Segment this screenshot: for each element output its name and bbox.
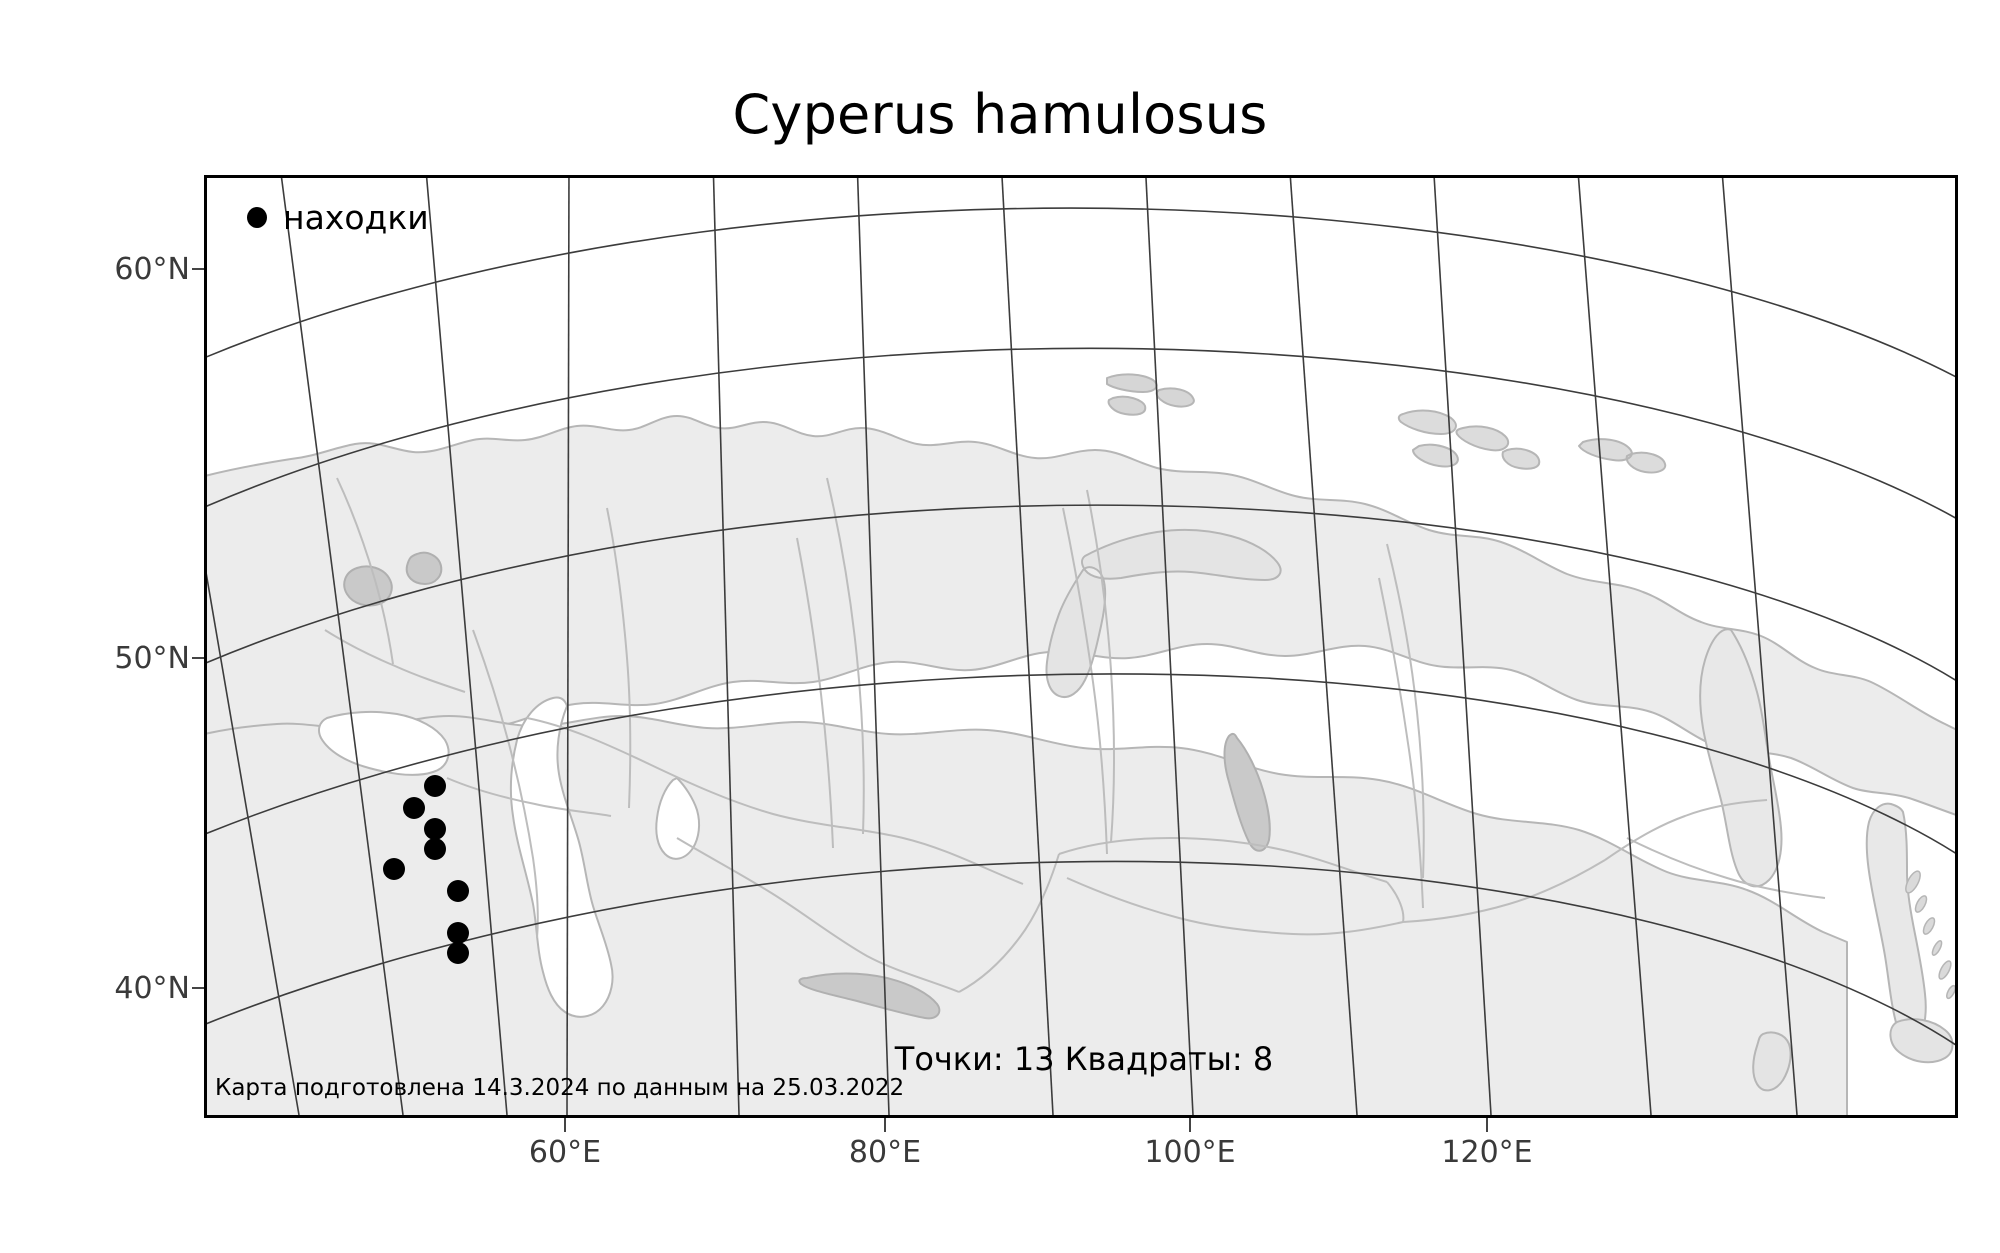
lat-label-40n: 40°N <box>114 971 190 1006</box>
hokkaido-island <box>1889 1018 1954 1064</box>
occurrence-points-layer <box>383 775 469 964</box>
occurrence-point <box>403 797 425 819</box>
lat-tick-60n <box>192 268 206 270</box>
lon-tick-120e <box>1486 1118 1488 1132</box>
lake-onega <box>405 551 443 585</box>
border-russia-kazakhstan <box>526 717 1024 885</box>
sakhalin-island <box>1865 802 1927 1042</box>
korea-peninsula <box>1752 1031 1792 1092</box>
southern-eurasia-landmass <box>207 715 1848 1115</box>
page-title: Cyperus hamulosus <box>732 83 1268 146</box>
border-mongolia-east <box>1386 881 1405 923</box>
meridian-90e <box>1001 178 1054 1115</box>
lon-tick-60e <box>564 1118 566 1132</box>
occurrence-point <box>447 880 469 902</box>
border-lena-river <box>1378 577 1424 909</box>
legend: находки <box>247 198 429 237</box>
occurrence-point <box>424 775 446 797</box>
parallel-40n <box>207 673 1955 854</box>
border-siberia-admin-1 <box>826 477 865 835</box>
prepared-note: Карта подготовлена 14.3.2024 по данным н… <box>215 1075 905 1101</box>
new-siberian-islands <box>1578 438 1667 474</box>
occurrence-point <box>424 818 446 840</box>
meridian-130e <box>1577 178 1652 1115</box>
map-canvas[interactable]: находки Точки: 13 Квадраты: 8 Карта подг… <box>204 175 1958 1118</box>
legend-label: находки <box>283 198 429 237</box>
lat-label-50n: 50°N <box>114 641 190 676</box>
parallel-50n <box>207 504 1955 681</box>
border-amur-river <box>1626 837 1826 899</box>
novaya-zemlya <box>1045 528 1282 698</box>
border-layer <box>324 477 1826 993</box>
lon-label-100e: 100°E <box>1144 1135 1236 1170</box>
graticule-meridians <box>207 178 1798 1115</box>
occurrence-point <box>447 942 469 964</box>
meridian-80e <box>856 178 890 1115</box>
border-russia-china-amur <box>1604 799 1768 861</box>
lon-label-80e: 80°E <box>848 1135 922 1170</box>
caspian-sea <box>509 696 614 1018</box>
landmass-layer <box>207 373 1955 1115</box>
lat-tick-50n <box>192 657 206 659</box>
map-graphic <box>207 178 1955 1115</box>
parallel-70n <box>207 207 1955 378</box>
franz-josef-land <box>1106 373 1195 416</box>
border-mongolia-south <box>1066 877 1404 936</box>
border-siberia-admin-2 <box>1086 489 1115 843</box>
counts-summary: Точки: 13 Квадраты: 8 <box>894 1040 1274 1078</box>
graticule-parallels <box>207 207 1955 1046</box>
lake-baikal <box>1223 732 1271 852</box>
border-finland <box>336 477 394 665</box>
border-caucasus <box>446 777 612 817</box>
legend-marker-icon <box>247 207 267 228</box>
lat-label-60n: 60°N <box>114 252 190 287</box>
border-mongolia-north <box>1058 836 1388 883</box>
meridian-140e <box>1721 178 1798 1115</box>
aral-sea <box>655 777 701 860</box>
parallel-60n <box>207 347 1955 519</box>
occurrence-point <box>447 922 469 944</box>
meridian-120e <box>1433 178 1492 1115</box>
border-far-east-admin <box>1386 543 1425 879</box>
border-volga-river <box>472 629 539 939</box>
meridian-100e <box>1145 178 1194 1115</box>
border-belarus-ukraine <box>324 629 466 693</box>
border-yenisei-river <box>1062 507 1108 855</box>
border-ob-river <box>796 537 834 849</box>
lon-tick-100e <box>1189 1118 1191 1132</box>
occurrence-point <box>383 858 405 880</box>
lake-balkhash <box>798 972 941 1020</box>
lon-label-60e: 60°E <box>528 1135 602 1170</box>
kuril-islands <box>1905 870 1955 1000</box>
lon-tick-80e <box>884 1118 886 1132</box>
severnaya-zemlya <box>1397 409 1541 470</box>
border-china-east <box>1402 859 1606 923</box>
meridian-40e <box>280 178 404 1115</box>
meridian-110e <box>1289 178 1358 1115</box>
lat-tick-40n <box>192 987 206 989</box>
occurrence-point <box>424 838 446 860</box>
meridian-70e <box>712 178 740 1115</box>
black-sea <box>318 710 450 776</box>
meridian-60e <box>566 178 570 1115</box>
lon-label-120e: 120°E <box>1441 1135 1533 1170</box>
border-kazakhstan-south <box>676 837 960 993</box>
meridian-30e <box>207 573 300 1115</box>
border-kazakhstan-china <box>958 853 1060 993</box>
meridian-50e <box>425 178 508 1115</box>
border-ural-admin <box>606 507 632 809</box>
